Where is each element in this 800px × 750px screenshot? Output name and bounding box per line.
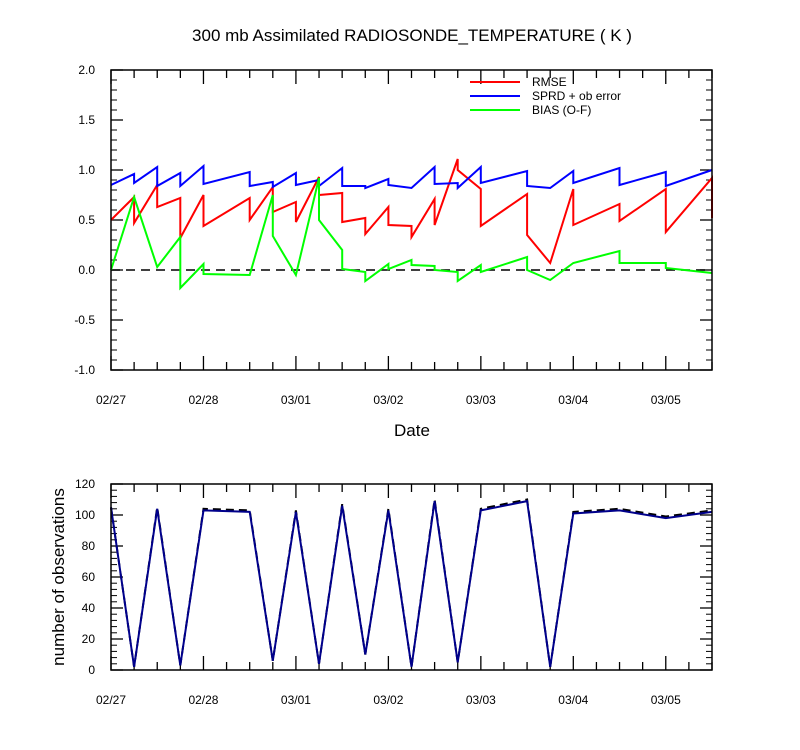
top-y-tick-label: 1.0 [78,163,95,177]
top-x-tick-label: 03/03 [466,393,496,407]
top-series-lines [110,158,713,291]
top-x-tick-label: 03/05 [651,393,681,407]
bottom-y-tick-label: 0 [88,663,95,677]
top-x-tick-label: 03/04 [558,393,588,407]
chart-title: 300 mb Assimilated RADIOSONDE_TEMPERATUR… [192,26,632,45]
top-chart: 300 mb Assimilated RADIOSONDE_TEMPERATUR… [74,26,713,440]
series-line-observations-used [110,499,713,668]
bottom-y-tick-label: 60 [82,570,96,584]
series-line-rmse [110,158,713,266]
bottom-series-lines [110,498,713,668]
top-y-tick-label: -1.0 [74,363,95,377]
legend-label-sprd-ob-error: SPRD + ob error [532,89,621,103]
x-axis-title: Date [394,421,430,440]
bottom-x-tick-label: 03/03 [466,693,496,707]
top-y-tick-label: 0.0 [78,263,95,277]
bottom-y-tick-label: 20 [82,632,96,646]
bottom-x-tick-label: 02/27 [96,693,126,707]
bottom-y-tick-label: 100 [75,508,95,522]
bottom-x-tick-label: 03/02 [373,693,403,707]
bottom-axis-ticks [110,483,713,671]
legend-label-rmse: RMSE [532,75,567,89]
bottom-x-tick-label: 03/01 [281,693,311,707]
top-tick-labels: -1.0 -0.5 0.0 0.5 1.0 1.5 2.0 02/27 02/28 03/01 03… [74,63,681,407]
top-y-tick-label: 2.0 [78,63,95,77]
top-x-tick-label: 03/02 [373,393,403,407]
bottom-x-tick-label: 02/28 [188,693,218,707]
top-y-tick-label: 1.5 [78,113,95,127]
top-y-tick-label: 0.5 [78,213,95,227]
top-plot-frame [110,69,713,371]
bottom-y-tick-label: 120 [75,477,95,491]
bottom-chart: number of observations 0 20 40 60 80 100 120 02… [49,477,713,707]
top-x-tick-label: 03/01 [281,393,311,407]
top-x-tick-label: 02/27 [96,393,126,407]
top-y-tick-label: -0.5 [74,313,95,327]
bottom-plot-frame [110,483,713,671]
bottom-x-tick-label: 03/05 [651,693,681,707]
bottom-y-tick-label: 40 [82,601,96,615]
bottom-y-tick-label: 80 [82,539,96,553]
bottom-x-tick-label: 03/04 [558,693,588,707]
series-line-bias-o-f [110,177,713,291]
series-line-sprd-ob-error [110,163,713,191]
top-x-tick-label: 02/28 [188,393,218,407]
legend-label-bias-o-f: BIAS (O-F) [532,103,591,117]
y-axis-title-observations: number of observations [49,488,68,666]
bottom-tick-labels: 0 20 40 60 80 100 120 02/27 02/28 03/01 03/02 03/03… [75,477,681,707]
